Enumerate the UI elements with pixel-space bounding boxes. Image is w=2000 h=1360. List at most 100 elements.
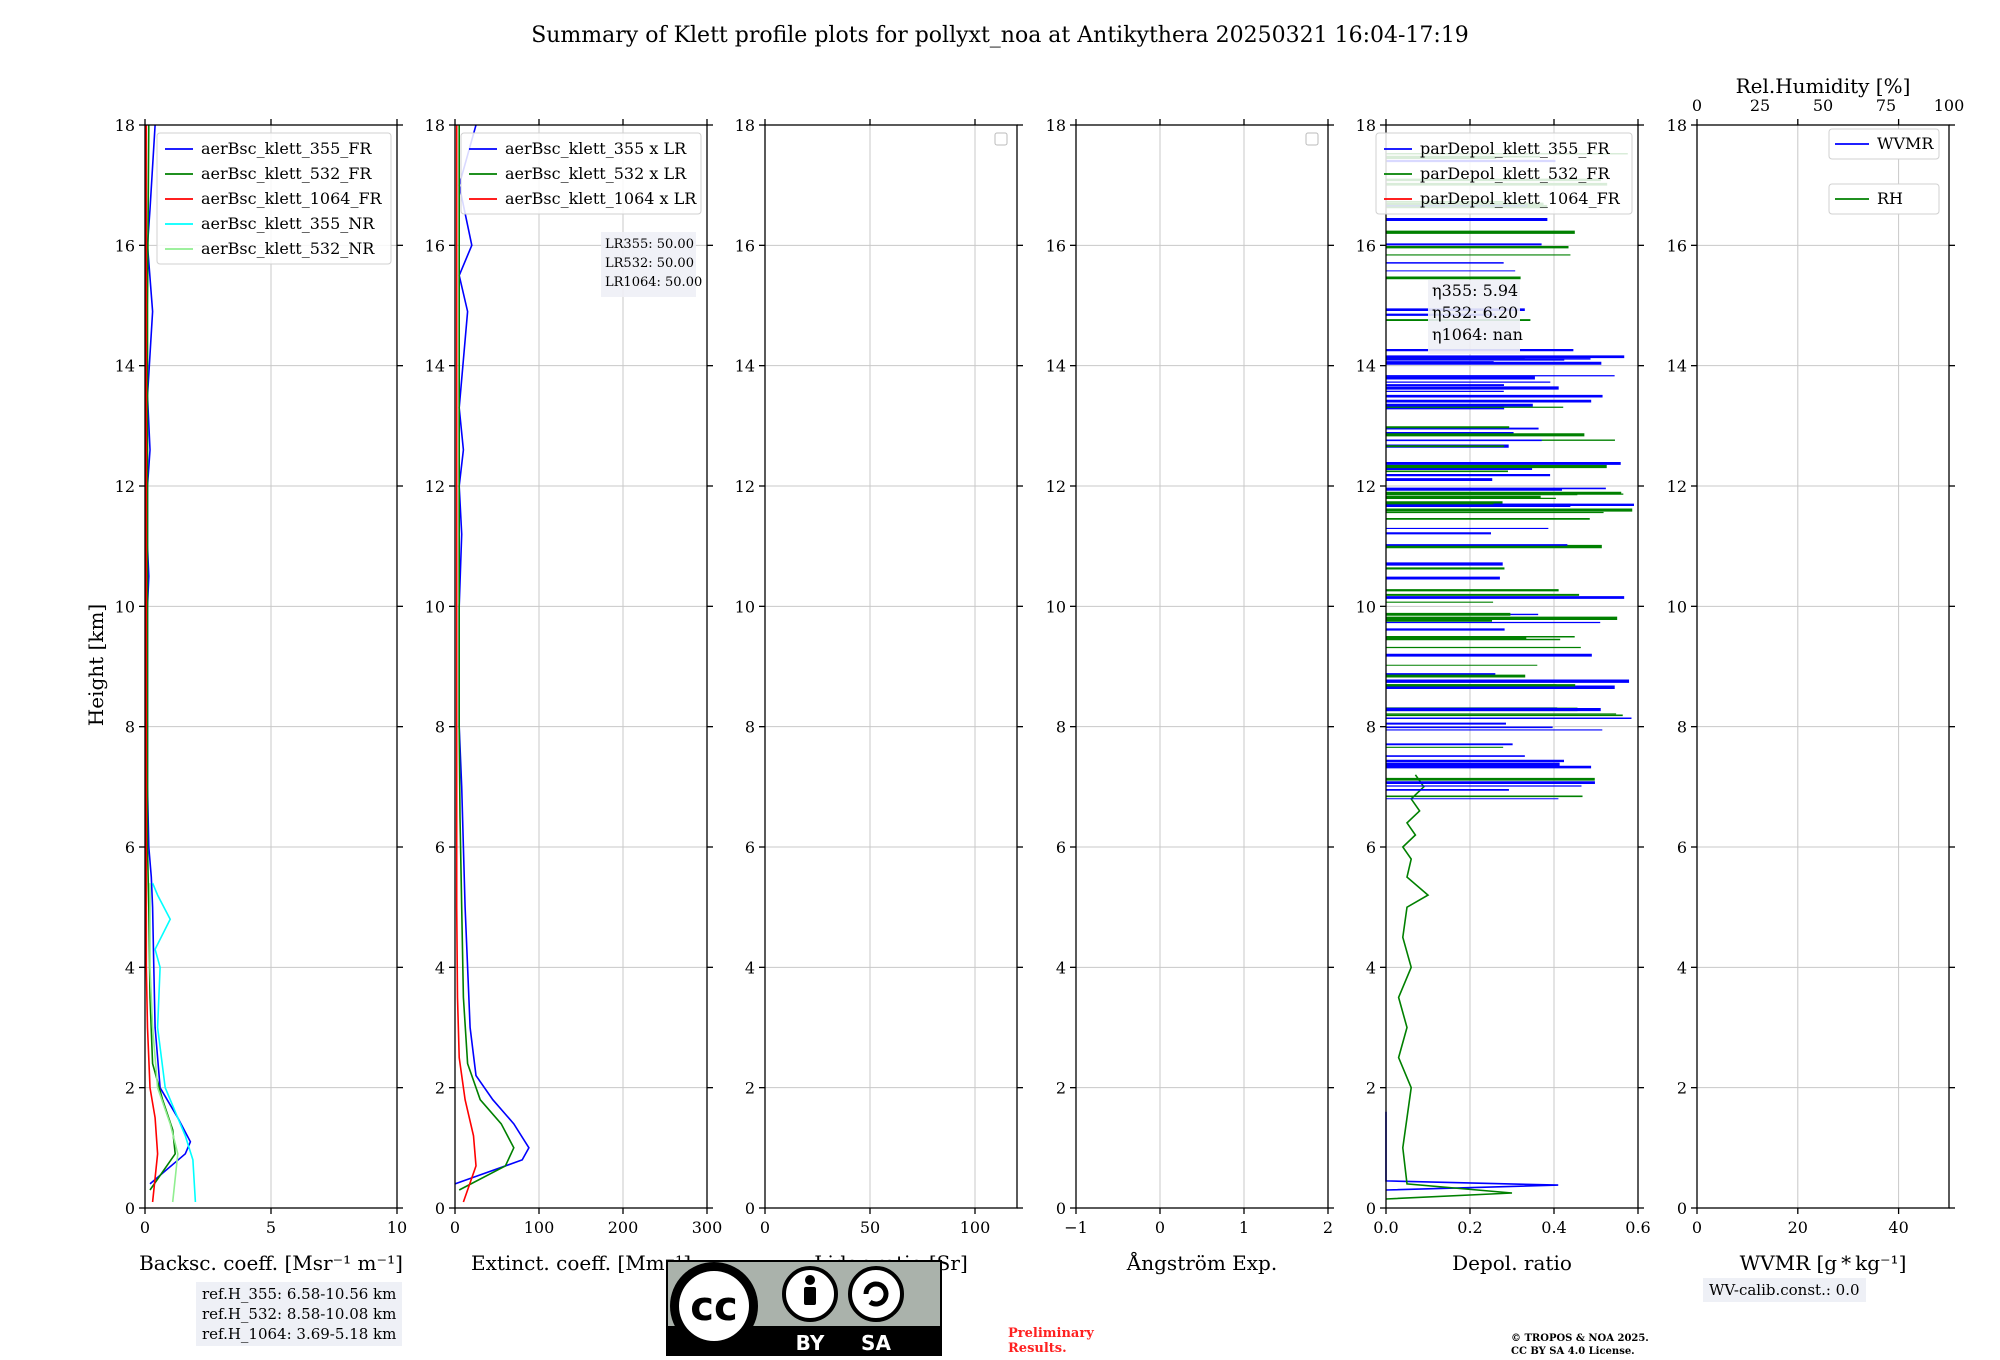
ref-height-532: ref.H_532: 8.58-10.08 km	[202, 1305, 397, 1323]
y-tick-label: 8	[1677, 718, 1687, 737]
x-tick-label: 2	[1323, 1218, 1333, 1237]
y-tick-label: 4	[1366, 958, 1376, 977]
y-tick-label: 4	[1056, 958, 1066, 977]
y-tick-label: 18	[735, 116, 755, 135]
y-tick-label: 6	[1677, 838, 1687, 857]
copyright-note: © TROPOS & NOA 2025. CC BY SA 4.0 Licens…	[1511, 1332, 1649, 1358]
x-axis-label: Backsc. coeff. [Msr⁻¹ m⁻¹]	[139, 1251, 403, 1275]
y-tick-label: 14	[1667, 357, 1687, 376]
ref-height-355: ref.H_355: 6.58-10.56 km	[202, 1285, 397, 1303]
legend-label: aerBsc_klett_355_NR	[201, 214, 375, 233]
y-tick-label: 4	[125, 958, 135, 977]
y-tick-label: 12	[1667, 477, 1687, 496]
y-tick-label: 14	[1046, 357, 1066, 376]
legend-box	[156, 132, 392, 265]
x-axis-label: Extinct. coeff. [Mm⁻¹]	[471, 1251, 691, 1275]
preliminary-note: Preliminary Results.	[1008, 1326, 1094, 1356]
y-tick-label: 14	[425, 357, 445, 376]
axes-frame	[1385, 124, 1639, 1209]
x-tick-label: 10	[387, 1218, 407, 1237]
x-tick-label: 1	[1239, 1218, 1249, 1237]
sa-label: SA	[861, 1331, 891, 1355]
x-tick-label: −1	[1064, 1218, 1088, 1237]
y-tick-label: 12	[425, 477, 445, 496]
y-tick-label: 0	[1366, 1199, 1376, 1218]
copyright-line1: © TROPOS & NOA 2025.	[1511, 1333, 1649, 1344]
copyright-line2: CC BY SA 4.0 License.	[1511, 1346, 1635, 1357]
series-line-parDepol_klett_355_FR	[1385, 1111, 1559, 1191]
legend-label: aerBsc_klett_355 x LR	[505, 139, 687, 158]
y-tick-label: 8	[745, 718, 755, 737]
top-x-tick-label: 25	[1750, 96, 1770, 115]
legend-box	[1828, 183, 1940, 215]
y-tick-label: 18	[115, 116, 135, 135]
x-tick-label: 100	[960, 1218, 991, 1237]
y-tick-label: 12	[1046, 477, 1066, 496]
y-tick-label: 8	[125, 718, 135, 737]
series-line-aerBsc_klett_355_FR	[146, 124, 192, 1185]
y-tick-label: 16	[115, 236, 135, 255]
legend-label: RH	[1877, 189, 1903, 208]
y-tick-label: 2	[435, 1079, 445, 1098]
y-axis-label: Height [km]	[84, 604, 108, 726]
y-tick-label: 10	[1046, 597, 1066, 616]
top-x-tick-label: 0	[1692, 96, 1702, 115]
annotation-line: LR532: 50.00	[605, 256, 694, 271]
legend-label: aerBsc_klett_355_FR	[201, 139, 372, 158]
y-tick-label: 2	[1677, 1079, 1687, 1098]
y-tick-label: 8	[435, 718, 445, 737]
x-tick-label: 0.2	[1457, 1218, 1482, 1237]
legend-label: parDepol_klett_1064_FR	[1420, 189, 1621, 208]
y-tick-label: 4	[435, 958, 445, 977]
legend-label: parDepol_klett_355_FR	[1420, 139, 1611, 158]
depol-noise-streaks	[1386, 152, 1634, 800]
y-tick-label: 10	[735, 597, 755, 616]
annotation-line: LR1064: 50.00	[605, 275, 702, 290]
y-tick-label: 10	[115, 597, 135, 616]
y-tick-label: 6	[745, 838, 755, 857]
y-tick-label: 16	[1356, 236, 1376, 255]
y-tick-label: 2	[745, 1079, 755, 1098]
legend-label: aerBsc_klett_1064_FR	[201, 189, 383, 208]
y-tick-label: 18	[1356, 116, 1376, 135]
y-tick-label: 0	[125, 1199, 135, 1218]
x-tick-label: 100	[524, 1218, 555, 1237]
axes-frame	[764, 124, 1018, 1209]
y-tick-label: 0	[1056, 1199, 1066, 1218]
legend-label: parDepol_klett_532_FR	[1420, 164, 1611, 183]
series-line-aerBsc_klett_355_NR	[151, 882, 197, 1203]
y-tick-label: 10	[1667, 597, 1687, 616]
legend-label: WVMR	[1877, 134, 1934, 153]
legend-box	[460, 132, 702, 215]
y-tick-label: 8	[1366, 718, 1376, 737]
empty-legend-box	[994, 132, 1008, 146]
cc-logo-inner	[679, 1271, 749, 1341]
y-tick-label: 0	[1677, 1199, 1687, 1218]
y-tick-label: 0	[435, 1199, 445, 1218]
legend-label: aerBsc_klett_532 x LR	[505, 164, 687, 183]
legend-label: aerBsc_klett_1064 x LR	[505, 189, 697, 208]
preliminary-text: Preliminary	[1008, 1326, 1094, 1341]
y-tick-label: 4	[1677, 958, 1687, 977]
y-tick-label: 12	[1356, 477, 1376, 496]
series-line-aerBsc_klett_1064 x LR	[455, 125, 477, 1203]
x-axis-label: Ångström Exp.	[1126, 1250, 1277, 1275]
y-tick-label: 18	[425, 116, 445, 135]
y-tick-label: 0	[745, 1199, 755, 1218]
y-tick-label: 12	[735, 477, 755, 496]
panel-1: 0 2 4 6 8 10 12 14 16 18 0 5 10 Backsc. coeff. [Msr⁻¹…	[115, 116, 408, 1275]
legend-box	[1828, 128, 1940, 160]
axes-frame	[454, 124, 708, 1209]
x-tick-label: 5	[266, 1218, 276, 1237]
y-tick-label: 12	[115, 477, 135, 496]
y-tick-label: 4	[745, 958, 755, 977]
y-tick-label: 2	[1366, 1079, 1376, 1098]
top-x-tick-label: 50	[1813, 96, 1833, 115]
y-tick-label: 10	[1356, 597, 1376, 616]
axes-frame	[1696, 124, 1950, 1209]
y-tick-label: 6	[1366, 838, 1376, 857]
annotation-box	[1428, 280, 1520, 354]
